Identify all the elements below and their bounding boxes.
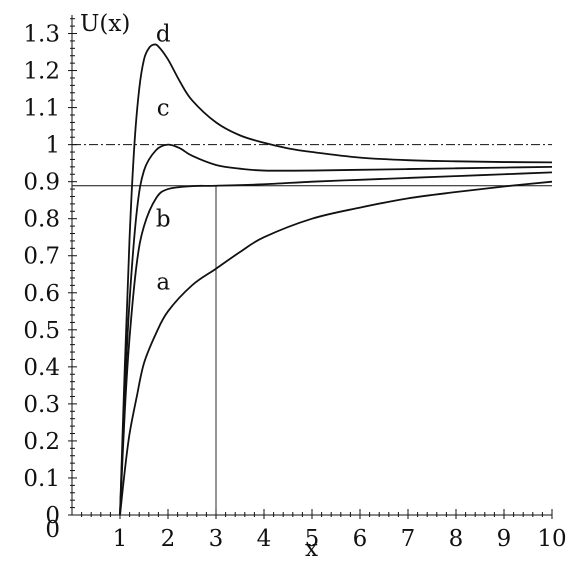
- y-tick-label: 0.2: [23, 429, 60, 455]
- x-tick-label: 3: [209, 526, 224, 552]
- y-tick-label: 0.9: [23, 170, 60, 196]
- x-axis-title: x: [305, 536, 318, 562]
- y-tick-label: 0.7: [23, 244, 60, 270]
- y-tick-label: 0.1: [23, 466, 60, 492]
- y-tick-label: 0.3: [23, 392, 60, 418]
- x-tick-label: 4: [257, 526, 272, 552]
- curve-a: [119, 180, 553, 516]
- series: [119, 43, 553, 516]
- curve-label-d: d: [156, 22, 171, 48]
- x-tick-label: 7: [401, 526, 416, 552]
- axes: [71, 15, 552, 516]
- curve-label-a: a: [156, 270, 170, 296]
- y-tick-label: 0.5: [23, 318, 60, 344]
- x-tick-label: 8: [449, 526, 464, 552]
- curve-label-b: b: [156, 207, 171, 233]
- y-tick-label: 1.1: [23, 96, 60, 122]
- y-tick-label: 1.3: [23, 22, 60, 48]
- reference-lines: [72, 144, 552, 515]
- x-tick-label: 9: [497, 526, 512, 552]
- y-axis-title: U(x): [80, 11, 130, 37]
- labels: U(x) x a b c d: [80, 11, 318, 562]
- y-tick-label: 1: [45, 133, 60, 159]
- curve-label-c: c: [157, 96, 170, 122]
- x-tick-label: 6: [353, 526, 368, 552]
- y-tick-label: 0.6: [23, 281, 60, 307]
- curve-b: [119, 171, 553, 516]
- y-tick-label: 1.2: [23, 59, 60, 85]
- y-tick-label: 0.4: [23, 355, 60, 381]
- origin-label: 0: [45, 517, 60, 543]
- curve-d: [119, 43, 553, 516]
- x-tick-label: 5: [305, 526, 320, 552]
- x-tick-label: 1: [113, 526, 128, 552]
- y-tick-label: 0: [45, 503, 60, 529]
- curve-c: [119, 143, 553, 516]
- y-tick-label: 0.8: [23, 207, 60, 233]
- x-tick-label: 2: [161, 526, 176, 552]
- ticks: 0 0.1 0.2 0.3 0.4 0.5 0.6 0.7 0.8 0.9 1 1.1 1.2 1.3 1 2…: [23, 18, 567, 552]
- x-tick-label: 10: [537, 526, 566, 552]
